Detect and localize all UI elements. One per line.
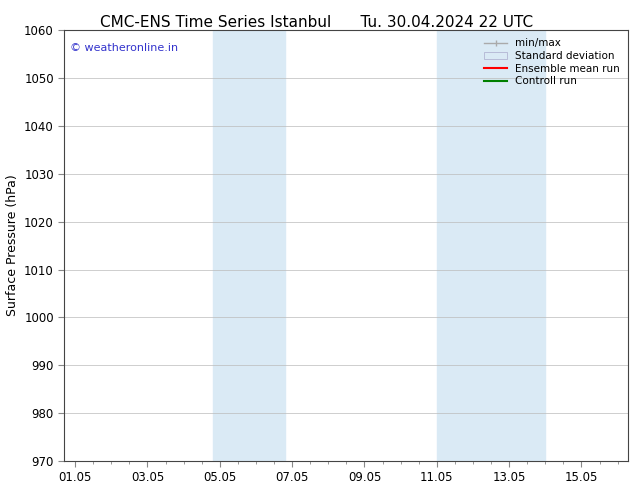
Bar — [437, 30, 545, 461]
Text: © weatheronline.in: © weatheronline.in — [70, 43, 178, 53]
Y-axis label: Surface Pressure (hPa): Surface Pressure (hPa) — [6, 175, 18, 317]
Bar — [212, 30, 285, 461]
Legend: min/max, Standard deviation, Ensemble mean run, Controll run: min/max, Standard deviation, Ensemble me… — [481, 35, 623, 90]
Text: CMC-ENS Time Series Istanbul      Tu. 30.04.2024 22 UTC: CMC-ENS Time Series Istanbul Tu. 30.04.2… — [100, 15, 534, 30]
